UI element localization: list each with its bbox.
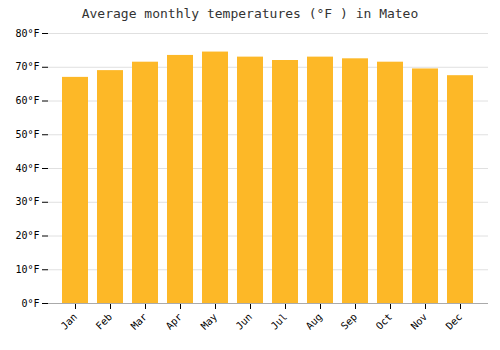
svg-text:70°F: 70°F [15, 61, 39, 72]
svg-text:Mar: Mar [129, 311, 150, 332]
svg-text:50°F: 50°F [15, 129, 39, 140]
svg-text:Oct: Oct [374, 311, 395, 332]
html-text:Average monthly temperatures (: Average monthly temperatures (°F ) in Ma… [81, 6, 419, 21]
svg-text:Dec: Dec [444, 311, 465, 332]
svg-text:Jul: Jul [269, 311, 290, 332]
svg-text:Aug: Aug [304, 311, 325, 332]
svg-text:10°F: 10°F [15, 264, 39, 275]
svg-text:60°F: 60°F [15, 95, 39, 106]
svg-text:Nov: Nov [409, 311, 430, 332]
svg-text:Sep: Sep [339, 311, 360, 332]
svg-text:Jun: Jun [234, 311, 255, 332]
svg-text:80°F: 80°F [15, 28, 39, 39]
svg-text:40°F: 40°F [15, 163, 39, 174]
svg-text:30°F: 30°F [15, 196, 39, 207]
svg-text:0°F: 0°F [21, 298, 39, 309]
svg-text:Feb: Feb [94, 311, 115, 332]
svg-text:20°F: 20°F [15, 230, 39, 241]
svg-text:Jan: Jan [59, 311, 80, 332]
svg-text:Apr: Apr [164, 311, 185, 332]
svg-text:May: May [199, 311, 220, 332]
